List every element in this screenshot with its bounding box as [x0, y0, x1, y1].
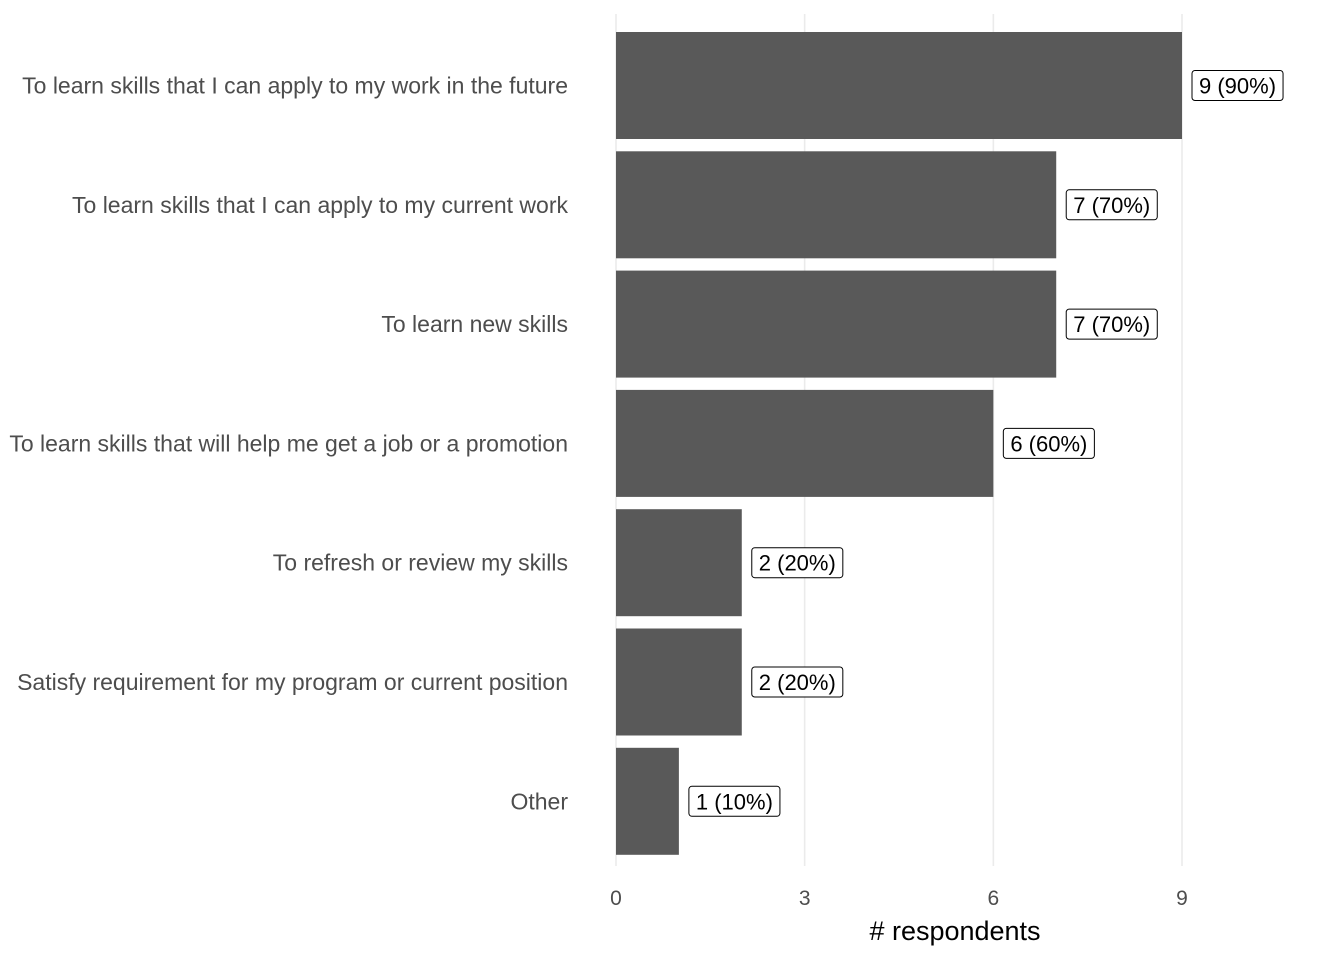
category-label: Satisfy requirement for my program or cu… [17, 669, 568, 695]
data-label-text: 7 (70%) [1073, 312, 1150, 337]
data-label-text: 2 (20%) [759, 551, 836, 576]
data-label: 6 (60%) [1002, 427, 1095, 459]
x-axis-title: # respondents [869, 916, 1040, 946]
category-labels: To learn skills that I can apply to my w… [9, 73, 568, 815]
bars [616, 32, 1182, 855]
x-axis-ticks: 0 3 6 9 [610, 887, 1188, 910]
bar [616, 628, 742, 736]
data-label-box [751, 547, 844, 579]
category-label: To learn skills that I can apply to my w… [22, 73, 568, 99]
data-label-box [1191, 70, 1284, 101]
data-label-text: 1 (10%) [696, 789, 773, 814]
x-tick-label: 9 [1176, 887, 1188, 910]
data-label-box [1065, 308, 1158, 340]
category-label: To learn new skills [381, 311, 568, 337]
bar [616, 747, 679, 855]
bar [616, 389, 994, 497]
bar [616, 32, 1182, 139]
x-tick-label: 0 [610, 887, 622, 910]
data-label-box [688, 785, 781, 817]
data-label: 1 (10%) [688, 785, 781, 817]
data-label-box [751, 666, 844, 698]
data-label-text: 9 (90%) [1199, 74, 1276, 99]
data-label: 9 (90%) [1191, 70, 1284, 101]
x-tick-label: 3 [799, 887, 811, 910]
bar [616, 270, 1057, 378]
category-label: To learn skills that I can apply to my c… [72, 192, 568, 218]
data-label-text: 7 (70%) [1073, 193, 1150, 218]
bar [616, 509, 742, 617]
data-label: 2 (20%) [751, 666, 844, 698]
data-label-text: 6 (60%) [1010, 431, 1087, 456]
category-label: Other [510, 788, 568, 814]
data-labels: 9 (90%) 7 (70%) 7 (70%) 6 (60%) 2 (20%) 2 (20… [688, 70, 1284, 817]
data-label: 7 (70%) [1065, 189, 1158, 221]
data-label-box [1065, 189, 1158, 221]
category-label: To learn skills that will help me get a … [9, 430, 568, 456]
x-tick-label: 6 [987, 887, 999, 910]
data-label: 2 (20%) [751, 547, 844, 579]
data-label-box [1002, 427, 1095, 459]
data-label: 7 (70%) [1065, 308, 1158, 340]
bar [616, 151, 1057, 259]
data-label-text: 2 (20%) [759, 670, 836, 695]
category-label: To refresh or review my skills [273, 550, 568, 576]
